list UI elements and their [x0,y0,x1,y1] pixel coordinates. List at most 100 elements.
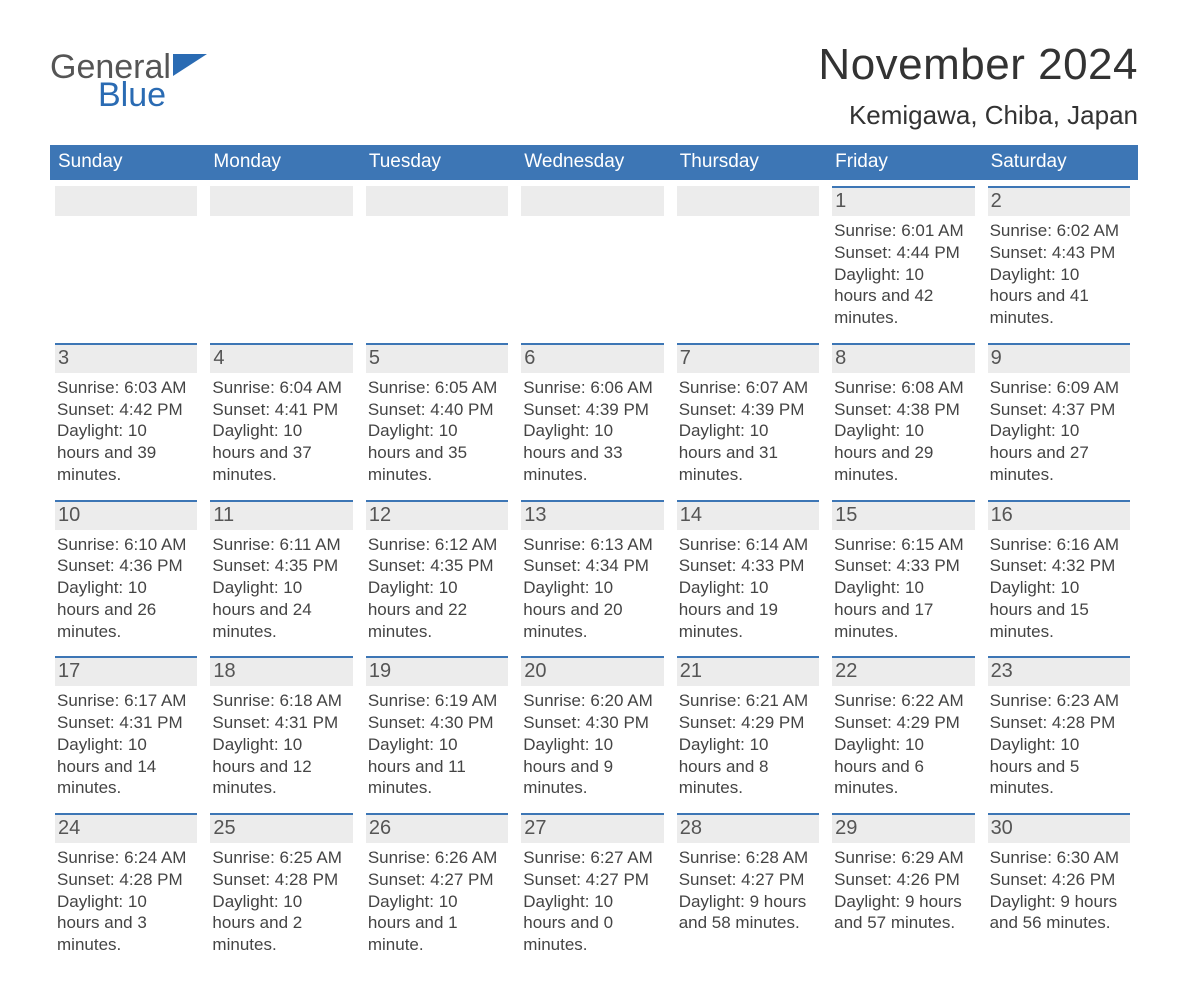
day-cell: 17Sunrise: 6:17 AMSunset: 4:31 PMDayligh… [50,656,205,807]
day-number-bar: 5 [366,343,508,373]
daylight-label: Daylight: 10 hours and 2 minutes. [212,891,348,956]
weekday-header: Thursday [672,145,827,180]
day-body: Sunrise: 6:01 AMSunset: 4:44 PMDaylight:… [832,220,974,329]
day-number-bar: 14 [677,500,819,530]
daylight-label: Daylight: 10 hours and 15 minutes. [990,577,1126,642]
empty-day-cell [672,186,827,337]
day-cell: 19 Sunrise: 6:19 AMSunset: 4:30 PMDayligh… [361,656,516,807]
daylight-label: Daylight: 10 hours and 1 minute. [368,891,504,956]
day-number-bar: 29 [832,813,974,843]
day-cell: 1 Sunrise: 6:01 AMSunset: 4:44 PMDaylight… [827,186,982,337]
sunrise-label: Sunrise: 6:15 AM [834,534,970,556]
day-number-bar: 13 [521,500,663,530]
week-row: 10Sunrise: 6:10 AMSunset: 4:36 PMDayligh… [50,500,1138,651]
sunrise-label: Sunrise: 6:01 AM [834,220,970,242]
day-number-bar [210,186,352,216]
sunset-label: Sunset: 4:27 PM [679,869,815,891]
day-cell: 27Sunrise: 6:27 AMSunset: 4:27 PMDayligh… [516,813,671,964]
sunset-label: Sunset: 4:33 PM [679,555,815,577]
day-number-bar: 19 [366,656,508,686]
sunrise-label: Sunrise: 6:23 AM [990,690,1126,712]
day-cell: 29Sunrise: 6:29 AMSunset: 4:26 PMDayligh… [827,813,982,964]
calendar-page: General Blue November 2024 Kemigawa, Chi… [0,0,1188,984]
sunset-label: Sunset: 4:33 PM [834,555,970,577]
day-number-bar: 8 [832,343,974,373]
weekday-header: Sunday [50,145,205,180]
sunset-label: Sunset: 4:31 PM [57,712,193,734]
sunrise-label: Sunrise: 6:17 AM [57,690,193,712]
sunrise-label: Sunrise: 6:14 AM [679,534,815,556]
day-number-bar: 1 [832,186,974,216]
month-title: November 2024 [818,40,1138,90]
day-cell: 6Sunrise: 6:06 AMSunset: 4:39 PMDaylight… [516,343,671,494]
brand-logo: General Blue [50,40,207,112]
sunrise-label: Sunrise: 6:11 AM [212,534,348,556]
day-number-bar: 17 [55,656,197,686]
sunset-label: Sunset: 4:35 PM [212,555,348,577]
day-number-bar: 25 [210,813,352,843]
daylight-label: Daylight: 10 hours and 24 minutes. [212,577,348,642]
day-number-bar: 18 [210,656,352,686]
sunset-label: Sunset: 4:43 PM [990,242,1126,264]
daylight-label: Daylight: 9 hours and 56 minutes. [990,891,1126,935]
day-cell: 28Sunrise: 6:28 AMSunset: 4:27 PMDayligh… [672,813,827,964]
day-body: Sunrise: 6:27 AMSunset: 4:27 PMDaylight:… [521,847,663,956]
daylight-label: Daylight: 10 hours and 20 minutes. [523,577,659,642]
weekday-header: Wednesday [516,145,671,180]
day-body: Sunrise: 6:25 AMSunset: 4:28 PMDaylight:… [210,847,352,956]
week-row: 3 Sunrise: 6:03 AMSunset: 4:42 PMDaylight… [50,343,1138,494]
day-body: Sunrise: 6:15 AMSunset: 4:33 PMDaylight:… [832,534,974,643]
day-body: Sunrise: 6:04 AMSunset: 4:41 PMDaylight:… [210,377,352,486]
day-body: Sunrise: 6:16 AMSunset: 4:32 PMDaylight:… [988,534,1130,643]
location-label: Kemigawa, Chiba, Japan [818,100,1138,131]
day-cell: 7Sunrise: 6:07 AMSunset: 4:39 PMDaylight… [672,343,827,494]
day-body: Sunrise: 6:26 AMSunset: 4:27 PMDaylight:… [366,847,508,956]
day-number-bar: 3 [55,343,197,373]
day-body: Sunrise: 6:03 AMSunset: 4:42 PMDaylight:… [55,377,197,486]
daylight-label: Daylight: 10 hours and 37 minutes. [212,420,348,485]
sunrise-label: Sunrise: 6:05 AM [368,377,504,399]
day-number-bar: 22 [832,656,974,686]
day-number-bar: 15 [832,500,974,530]
daylight-label: Daylight: 10 hours and 12 minutes. [212,734,348,799]
week-row: 24 Sunrise: 6:24 AMSunset: 4:28 PMDayligh… [50,813,1138,964]
day-body: Sunrise: 6:24 AMSunset: 4:28 PMDaylight:… [55,847,197,956]
sunset-label: Sunset: 4:30 PM [523,712,659,734]
sunrise-label: Sunrise: 6:20 AM [523,690,659,712]
day-body: Sunrise: 6:20 AMSunset: 4:30 PMDaylight:… [521,690,663,799]
day-cell: 8 Sunrise: 6:08 AMSunset: 4:38 PMDaylight… [827,343,982,494]
sunset-label: Sunset: 4:42 PM [57,399,193,421]
sunset-label: Sunset: 4:27 PM [368,869,504,891]
day-number-bar: 24 [55,813,197,843]
sunset-label: Sunset: 4:29 PM [679,712,815,734]
sunrise-label: Sunrise: 6:08 AM [834,377,970,399]
day-number-bar: 20 [521,656,663,686]
daylight-label: Daylight: 10 hours and 42 minutes. [834,264,970,329]
day-cell: 15 Sunrise: 6:15 AMSunset: 4:33 PMDayligh… [827,500,982,651]
day-number-bar [366,186,508,216]
weekday-header: Monday [205,145,360,180]
brand-text: General Blue [50,50,171,112]
day-number-bar: 11 [210,500,352,530]
sunset-label: Sunset: 4:36 PM [57,555,193,577]
sunset-label: Sunset: 4:26 PM [990,869,1126,891]
day-body: Sunrise: 6:19 AMSunset: 4:30 PMDaylight:… [366,690,508,799]
day-body: Sunrise: 6:12 AMSunset: 4:35 PMDaylight:… [366,534,508,643]
day-body: Sunrise: 6:10 AMSunset: 4:36 PMDaylight:… [55,534,197,643]
sunrise-label: Sunrise: 6:27 AM [523,847,659,869]
day-number-bar: 16 [988,500,1130,530]
day-body: Sunrise: 6:08 AMSunset: 4:38 PMDaylight:… [832,377,974,486]
day-body: Sunrise: 6:21 AMSunset: 4:29 PMDaylight:… [677,690,819,799]
daylight-label: Daylight: 9 hours and 57 minutes. [834,891,970,935]
day-number-bar: 30 [988,813,1130,843]
day-number-bar: 6 [521,343,663,373]
empty-day-cell [516,186,671,337]
daylight-label: Daylight: 10 hours and 11 minutes. [368,734,504,799]
sunrise-label: Sunrise: 6:25 AM [212,847,348,869]
daylight-label: Daylight: 10 hours and 5 minutes. [990,734,1126,799]
empty-day-cell [361,186,516,337]
day-body: Sunrise: 6:11 AMSunset: 4:35 PMDaylight:… [210,534,352,643]
sunrise-label: Sunrise: 6:18 AM [212,690,348,712]
week-row: 17 Sunrise: 6:17 AMSunset: 4:31 PM Dayligh… [50,656,1138,807]
daylight-label: Daylight: 10 hours and 6 minutes. [834,734,970,799]
